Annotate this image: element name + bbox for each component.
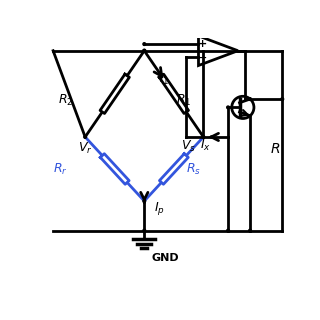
Text: $I_x$: $I_x$ — [200, 138, 211, 153]
Circle shape — [143, 43, 146, 45]
Text: −: − — [197, 52, 207, 62]
Circle shape — [143, 229, 146, 232]
Text: GND: GND — [152, 253, 179, 263]
Text: $V_s$: $V_s$ — [181, 139, 196, 154]
Circle shape — [143, 49, 146, 52]
Circle shape — [281, 98, 284, 100]
Text: $R_1$: $R_1$ — [176, 92, 191, 108]
Circle shape — [143, 200, 146, 202]
Circle shape — [84, 136, 86, 138]
Text: $R_2$: $R_2$ — [58, 92, 73, 108]
Text: $R$: $R$ — [270, 142, 280, 156]
Text: $R_r$: $R_r$ — [53, 162, 68, 177]
Text: $I_1$: $I_1$ — [159, 71, 169, 87]
Circle shape — [143, 49, 146, 52]
Text: $I_p$: $I_p$ — [154, 200, 164, 217]
Circle shape — [249, 229, 252, 232]
Circle shape — [202, 136, 205, 138]
Circle shape — [249, 98, 252, 100]
Text: $R_s$: $R_s$ — [186, 162, 201, 177]
Circle shape — [227, 229, 229, 232]
Text: $V_r$: $V_r$ — [78, 140, 92, 156]
Text: +: + — [197, 39, 207, 49]
Circle shape — [227, 106, 229, 109]
